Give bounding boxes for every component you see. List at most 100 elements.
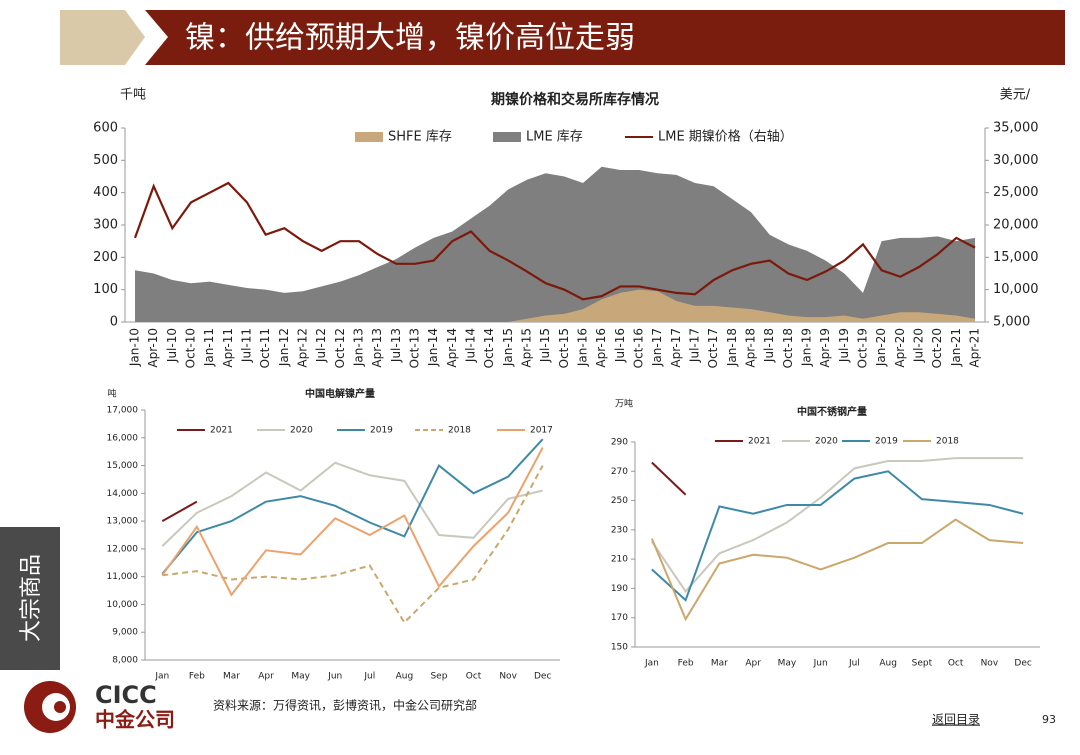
y-tick-label: 400: [93, 185, 118, 200]
x-tick-label: Oct-16: [632, 328, 646, 368]
x-tick-label: Apr-18: [744, 328, 758, 368]
page-number: 93: [1042, 713, 1056, 726]
x-tick-label: Jul-13: [389, 328, 403, 363]
x-tick-label: Jan-14: [426, 328, 440, 367]
y-tick-label: 300: [93, 218, 118, 233]
y-tick-label: 250: [611, 496, 628, 506]
x-tick-label: Jul-14: [464, 328, 478, 363]
x-tick-label: Oct-17: [706, 328, 720, 368]
y-tick-label: 14,000: [107, 489, 139, 499]
y2-tick-label: 15,000: [993, 250, 1039, 265]
x-tick-label: Jul-15: [538, 328, 552, 363]
legend-swatch: [493, 132, 521, 142]
legend-label: 2019: [875, 437, 898, 447]
x-tick-label: May: [778, 659, 797, 669]
x-tick-label: Jul-20: [912, 328, 926, 363]
x-tick-label: Sep: [430, 672, 447, 682]
source-note: 资料来源：万得资讯，彭博资讯，中金公司研究部: [213, 698, 477, 713]
logo-zh: 中金公司: [95, 708, 175, 732]
x-tick-label: Jan-12: [277, 328, 291, 367]
x-tick-label: Jul-10: [165, 328, 179, 363]
area: [135, 166, 975, 322]
x-tick-label: Jan-16: [576, 328, 590, 367]
legend-label: 2018: [448, 426, 471, 436]
header-title: 镍：供给预期大增，镍价高位走弱: [185, 21, 635, 56]
x-tick-label: Feb: [678, 659, 694, 669]
x-tick-label: Oct-14: [482, 328, 496, 368]
x-tick-label: Aug: [879, 659, 897, 669]
logo-mark-dot: [54, 701, 66, 713]
legend-label: 2020: [815, 437, 838, 447]
legend-label: 2019: [370, 426, 393, 436]
line: [162, 465, 544, 625]
x-tick-label: Jan-19: [800, 328, 814, 367]
y-tick-label: 100: [93, 282, 118, 297]
line: [161, 438, 544, 575]
toc-link[interactable]: 返回目录: [932, 713, 980, 727]
y2-tick-label: 30,000: [993, 153, 1039, 168]
x-tick-label: Nov: [499, 672, 517, 682]
y-tick-label: 10,000: [107, 600, 139, 610]
logo-en: CICC: [95, 681, 157, 709]
line: [651, 461, 687, 496]
x-tick-label: Jul-11: [240, 328, 254, 363]
x-tick-label: Nov: [981, 659, 999, 669]
x-tick-label: Oct-15: [557, 328, 571, 368]
y-tick-label: 8,000: [112, 656, 138, 666]
x-tick-label: May: [291, 672, 310, 682]
x-tick-label: Apr-11: [221, 328, 235, 368]
legend-swatch: [355, 132, 383, 142]
x-tick-label: Apr-16: [594, 328, 608, 368]
legend-label: 2021: [748, 437, 771, 447]
y2-tick-label: 10,000: [993, 282, 1039, 297]
legend-label: 2021: [210, 426, 233, 436]
line: [650, 518, 1024, 622]
y-axis-label: 千吨: [120, 88, 146, 103]
legend-label: 2018: [936, 437, 959, 447]
sidebar-label: 大宗商品: [19, 554, 44, 642]
x-tick-label: Jul: [363, 672, 375, 682]
x-tick-label: Jan-11: [202, 328, 216, 367]
x-tick-label: Jan-13: [352, 328, 366, 367]
y-tick-label: 500: [93, 153, 118, 168]
y-tick-label: 600: [93, 121, 118, 136]
x-tick-label: Jan: [644, 659, 659, 669]
y-tick-label: 190: [611, 584, 628, 594]
x-tick-label: Oct-18: [781, 328, 795, 368]
x-tick-label: Oct-19: [856, 328, 870, 368]
chart-title: 中国不锈钢产量: [797, 405, 867, 418]
x-tick-label: Apr-12: [296, 328, 310, 368]
line: [133, 181, 976, 301]
y-tick-label: 210: [611, 555, 628, 565]
x-tick-label: Oct: [948, 659, 964, 669]
x-tick-label: Jan-21: [949, 328, 963, 367]
x-tick-label: Apr-21: [968, 328, 982, 368]
x-tick-label: Apr-10: [146, 328, 160, 368]
x-tick-label: Apr: [258, 672, 274, 682]
x-tick-label: Apr-13: [370, 328, 384, 368]
y-tick-label: 290: [611, 438, 628, 448]
x-tick-label: Apr-17: [669, 328, 683, 368]
chart-title: 期镍价格和交易所库存情况: [491, 91, 659, 108]
y2-tick-label: 25,000: [993, 185, 1039, 200]
x-tick-label: Feb: [189, 672, 205, 682]
y-axis-label: 万吨: [615, 398, 633, 410]
x-tick-label: Jan-18: [725, 328, 739, 367]
y-tick-label: 230: [611, 525, 628, 535]
y-tick-label: 17,000: [107, 406, 139, 416]
y2-tick-label: 5,000: [993, 315, 1030, 330]
y-tick-label: 9,000: [112, 628, 138, 638]
x-tick-label: Apr-19: [818, 328, 832, 368]
chart-title: 中国电解镍产量: [305, 387, 375, 400]
x-tick-label: Jul-19: [837, 328, 851, 363]
header-bar: [145, 10, 1065, 65]
x-tick-label: Jan-17: [650, 328, 664, 367]
x-tick-label: Jan-20: [874, 328, 888, 367]
x-tick-label: Apr-14: [445, 328, 459, 368]
y2-axis-label: 美元/: [1000, 88, 1031, 103]
line: [651, 470, 1024, 602]
x-tick-label: Oct: [466, 672, 482, 682]
x-tick-label: Jan-10: [128, 328, 142, 367]
